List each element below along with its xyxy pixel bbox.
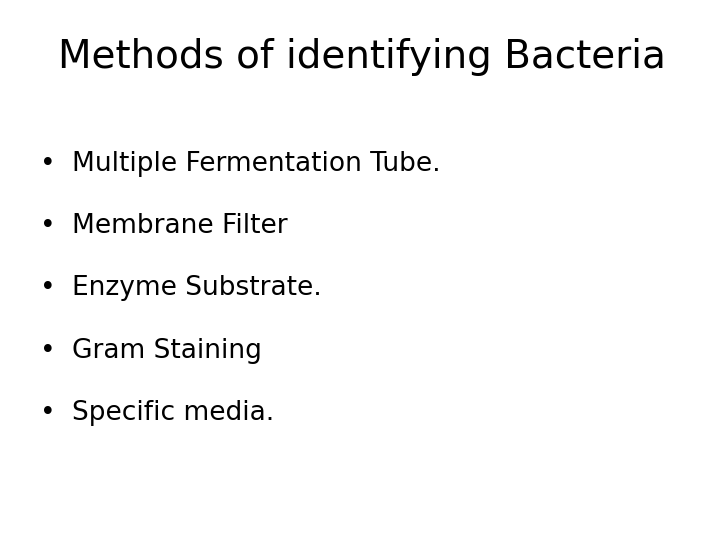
Text: Enzyme Substrate.: Enzyme Substrate. bbox=[72, 275, 322, 301]
Text: •: • bbox=[40, 338, 55, 363]
Text: Specific media.: Specific media. bbox=[72, 400, 274, 426]
Text: •: • bbox=[40, 151, 55, 177]
Text: Membrane Filter: Membrane Filter bbox=[72, 213, 287, 239]
Text: •: • bbox=[40, 213, 55, 239]
Text: •: • bbox=[40, 400, 55, 426]
Text: Gram Staining: Gram Staining bbox=[72, 338, 262, 363]
Text: Multiple Fermentation Tube.: Multiple Fermentation Tube. bbox=[72, 151, 441, 177]
Text: Methods of identifying Bacteria: Methods of identifying Bacteria bbox=[58, 38, 665, 76]
Text: •: • bbox=[40, 275, 55, 301]
